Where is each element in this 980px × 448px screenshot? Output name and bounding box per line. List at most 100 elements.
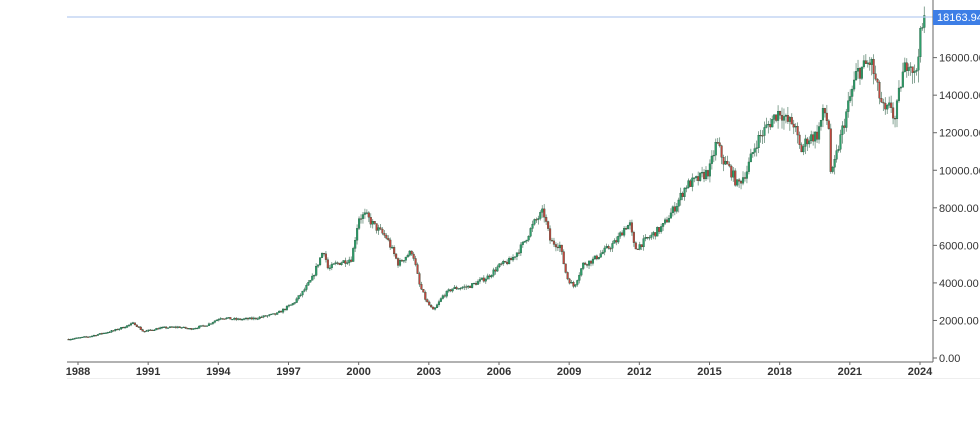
candle [574, 284, 577, 288]
candle [379, 223, 382, 231]
price-tag-label: 18163.94 [937, 12, 980, 24]
candle [196, 327, 199, 330]
candle [137, 326, 140, 328]
y-tick-label: 12000.00 [939, 128, 980, 140]
candle [788, 116, 791, 131]
candle [264, 315, 267, 317]
candle [498, 263, 501, 269]
candle [847, 91, 850, 118]
candle [779, 110, 782, 120]
candle [396, 257, 400, 268]
candle [270, 313, 273, 316]
candle [395, 253, 398, 260]
candle [710, 150, 713, 170]
candle [307, 280, 310, 286]
candle [393, 245, 396, 257]
candle [280, 310, 283, 313]
candle [141, 328, 144, 332]
candle [769, 118, 772, 131]
candle [874, 65, 877, 81]
candle [562, 249, 565, 265]
candle [901, 62, 904, 88]
x-tick-label: 2012 [627, 366, 651, 378]
candle [890, 95, 893, 113]
candle [188, 327, 191, 330]
candle [420, 281, 423, 290]
candle [383, 230, 386, 238]
candle [435, 303, 439, 309]
candle [597, 257, 600, 260]
candle [884, 97, 887, 115]
candle [163, 326, 166, 328]
candle [104, 332, 107, 334]
candle [451, 288, 454, 293]
candle [681, 191, 684, 201]
candle [375, 223, 378, 234]
candle [601, 249, 604, 255]
candle [831, 165, 834, 174]
candle [219, 317, 222, 321]
candle [77, 337, 80, 339]
candle [340, 261, 343, 266]
candle [584, 261, 587, 266]
candle [558, 241, 561, 253]
candle [297, 295, 300, 301]
candle [272, 313, 275, 315]
candle [494, 266, 497, 275]
candle [628, 219, 632, 230]
candle [829, 123, 832, 174]
candle [237, 317, 240, 321]
candle [545, 214, 548, 226]
candle [899, 86, 902, 92]
candle [732, 167, 735, 182]
x-tick-label: 1991 [136, 366, 160, 378]
candle [761, 130, 764, 144]
candle [504, 260, 507, 263]
candle [800, 142, 803, 153]
candle [389, 237, 392, 250]
candle [759, 129, 762, 143]
candle [586, 263, 589, 268]
candle [654, 232, 657, 240]
candle [810, 130, 813, 144]
candle [554, 242, 557, 252]
candle [428, 300, 431, 306]
candle [541, 205, 544, 218]
candle [907, 63, 910, 76]
candle [365, 209, 368, 215]
candle [578, 272, 581, 284]
candle [432, 306, 435, 310]
candle [878, 80, 881, 105]
candle [777, 105, 780, 129]
candle [385, 233, 388, 240]
candle [825, 104, 828, 125]
candle [434, 306, 437, 311]
y-tick-label: 16000.00 [939, 53, 980, 65]
candle [621, 230, 624, 236]
candle [358, 216, 361, 231]
candle [490, 274, 493, 279]
candle [108, 331, 111, 333]
candle [736, 179, 739, 187]
candle [478, 277, 481, 284]
candle [363, 208, 366, 219]
candle [281, 308, 285, 314]
candle [114, 328, 117, 332]
candle [599, 250, 602, 258]
candle [605, 243, 608, 249]
candle [669, 208, 672, 219]
candle [79, 337, 82, 339]
candle [172, 326, 175, 328]
candle [159, 326, 162, 330]
candle [252, 316, 255, 321]
candle [753, 143, 756, 157]
candle [835, 144, 838, 163]
candle [369, 213, 372, 228]
candle [506, 259, 509, 266]
candle [241, 318, 244, 321]
candle [90, 335, 94, 338]
candle [543, 204, 546, 223]
x-tick-label: 2000 [346, 366, 370, 378]
candle [539, 210, 542, 221]
candle [387, 235, 390, 242]
